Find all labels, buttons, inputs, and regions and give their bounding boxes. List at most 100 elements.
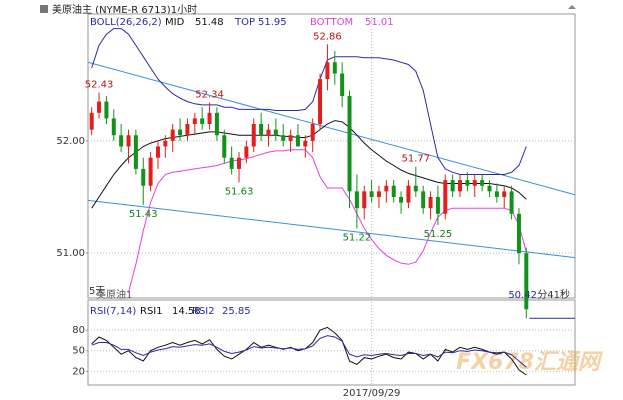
price-label: 52.34 — [195, 90, 224, 101]
indicator-line — [91, 326, 527, 376]
candle-body — [509, 191, 514, 214]
candle-body — [354, 191, 359, 209]
candle-body — [244, 146, 249, 158]
candle-body — [148, 157, 153, 186]
candle-body — [458, 180, 463, 192]
candle-body — [288, 135, 293, 141]
candle-body — [524, 253, 529, 310]
legend-name: MID — [165, 17, 185, 28]
y-tick-label: 20 — [72, 366, 85, 377]
candle-body — [192, 118, 197, 125]
candle-body — [170, 129, 175, 141]
legend-value: 14.58 — [172, 306, 201, 317]
main-panel — [87, 13, 576, 299]
candle-body — [362, 191, 367, 209]
candle-body — [516, 213, 521, 254]
symbol: 美原油1 — [96, 288, 132, 301]
candle-body — [126, 135, 131, 147]
candle-body — [487, 185, 492, 192]
title-icon — [40, 5, 48, 13]
candle-body — [200, 118, 205, 125]
candle-body — [141, 168, 146, 186]
y-tick-label: 50 — [72, 346, 85, 357]
candle-body — [104, 101, 109, 119]
indicator-line — [91, 28, 527, 175]
candle-body — [251, 124, 256, 147]
legend-name: TOP — [234, 17, 255, 28]
candle-body — [340, 73, 345, 96]
y-tick-label: 52.00 — [56, 136, 85, 147]
candle-body — [391, 185, 396, 197]
rsi-panel — [87, 299, 576, 386]
candle-body — [472, 180, 477, 186]
candle-body — [119, 135, 124, 147]
candle-body — [178, 129, 183, 136]
candle-body — [318, 79, 323, 125]
candle-body — [494, 191, 499, 197]
price-label: 51.77 — [401, 154, 430, 165]
candle-body — [413, 185, 418, 192]
candle-body — [443, 180, 448, 214]
indicator-line — [91, 335, 527, 368]
candle-body — [347, 95, 352, 192]
candle-body — [295, 135, 300, 147]
x-tick-label: 2017/09/29 — [343, 388, 401, 399]
legend-value: 25.85 — [222, 306, 251, 317]
candle-body — [421, 191, 426, 209]
candle-body — [399, 196, 404, 203]
price-label: 52.86 — [313, 31, 342, 42]
countdown: 分41秒 — [537, 288, 570, 301]
candle-body — [111, 118, 116, 136]
candle-body — [406, 185, 411, 203]
legend-name: RSI1 — [140, 306, 163, 317]
candle-body — [480, 180, 485, 186]
chart-title: 美原油主 (NYME-R 6713)1小时 — [52, 3, 197, 16]
candle-body — [332, 62, 337, 74]
candle-body — [450, 180, 455, 192]
candle-body — [303, 140, 308, 147]
candle-body — [266, 129, 271, 136]
legend-value: 51.95 — [258, 17, 287, 28]
price-label: 51.22 — [343, 232, 372, 243]
candle-body — [273, 129, 278, 136]
candle-body — [435, 196, 440, 214]
candle-body — [237, 157, 242, 169]
candle-body — [384, 185, 389, 192]
scroll-arrow — [568, 5, 576, 9]
candle-body — [163, 140, 168, 147]
candle-body — [376, 191, 381, 197]
y-tick-label: 80 — [72, 325, 85, 336]
indicator-name: BOLL(26,26,2) — [90, 17, 162, 28]
candle-body — [502, 191, 507, 197]
candle-body — [155, 146, 160, 158]
candle-body — [229, 157, 234, 169]
legend-name: BOTTOM — [310, 17, 353, 28]
indicator-line — [128, 149, 527, 293]
y-tick-label: 51.00 — [56, 248, 85, 259]
price-label: 52.43 — [85, 80, 114, 91]
candle-body — [214, 112, 219, 136]
last-price: 50.42 — [508, 290, 537, 301]
legend-value: 51.48 — [195, 17, 224, 28]
candle-body — [259, 124, 264, 136]
candle-body — [89, 112, 94, 130]
candle-body — [133, 135, 138, 169]
indicator-line — [91, 120, 527, 209]
price-label: 51.25 — [424, 229, 453, 240]
candle-body — [222, 135, 227, 158]
candle-body — [369, 191, 374, 197]
legend-value: 51.01 — [365, 17, 394, 28]
price-label: 51.43 — [129, 209, 158, 220]
candle-body — [97, 101, 102, 113]
candle-body — [185, 124, 190, 136]
trendline — [87, 61, 576, 196]
legend-name: RSI2 — [192, 306, 215, 317]
period: 5天 — [89, 286, 105, 297]
candle-body — [465, 180, 470, 186]
candle-body — [325, 62, 330, 80]
candle-body — [310, 124, 315, 141]
indicator-name: RSI(7,14) — [90, 306, 136, 317]
candle-body — [281, 135, 286, 141]
candle-body — [428, 196, 433, 209]
